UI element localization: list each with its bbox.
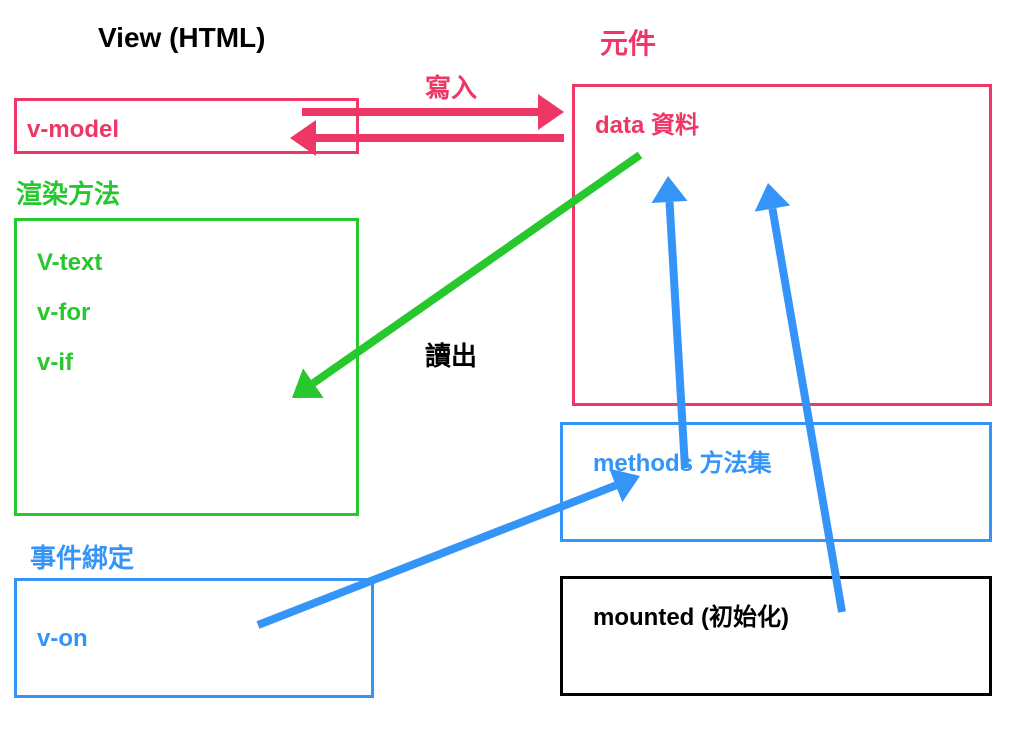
render-item-vfor: v-for [37, 299, 90, 327]
data-box: data 資料 [572, 84, 992, 406]
methods-box: methods 方法集 [560, 422, 992, 542]
component-header: 元件 [600, 22, 656, 62]
render-box: V-text v-for v-if [14, 218, 359, 516]
mounted-text: mounted (初始化) [593, 597, 789, 632]
vmodel-text: v-model [27, 116, 119, 144]
event-label: 事件綁定 [30, 538, 134, 575]
render-item-vtext: V-text [37, 249, 102, 277]
render-item-vif: v-if [37, 349, 73, 377]
von-box: v-on [14, 578, 374, 698]
write-label: 寫入 [425, 68, 477, 105]
mounted-box: mounted (初始化) [560, 576, 992, 696]
methods-text: methods 方法集 [593, 443, 772, 478]
vmodel-box: v-model [14, 98, 359, 154]
view-header: View (HTML) [98, 22, 265, 54]
von-text: v-on [37, 625, 88, 653]
data-text: data 資料 [595, 105, 699, 140]
render-label: 渲染方法 [16, 174, 120, 211]
read-label: 讀出 [425, 336, 477, 373]
write-arrow-head [538, 94, 564, 130]
